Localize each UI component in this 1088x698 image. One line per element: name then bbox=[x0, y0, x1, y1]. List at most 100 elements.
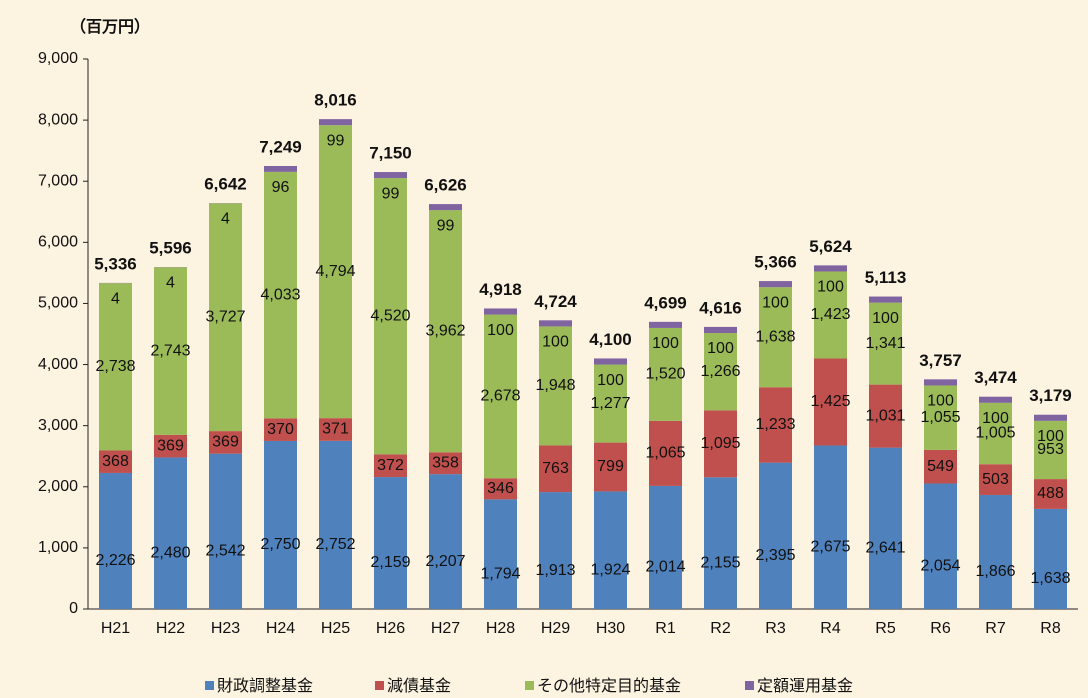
value-label: 369 bbox=[157, 437, 184, 454]
bar-segment bbox=[924, 379, 957, 386]
bar-segment bbox=[429, 204, 462, 211]
value-label: 3,727 bbox=[205, 308, 245, 325]
value-label: 1,065 bbox=[645, 445, 685, 462]
bar-segment bbox=[1034, 479, 1067, 509]
total-label: 6,626 bbox=[424, 176, 467, 195]
x-tick-label: H25 bbox=[321, 620, 350, 637]
bar-segment bbox=[264, 166, 297, 172]
bar-segment bbox=[539, 326, 572, 446]
total-label: 4,100 bbox=[589, 330, 632, 349]
x-tick-label: H23 bbox=[211, 620, 240, 637]
x-tick-label: R2 bbox=[710, 620, 731, 637]
value-label: 1,423 bbox=[810, 306, 850, 323]
x-tick-label: R3 bbox=[765, 620, 786, 637]
bar-segment bbox=[649, 321, 682, 328]
y-tick-label: 0 bbox=[69, 600, 78, 617]
value-label: 953 bbox=[1037, 441, 1064, 458]
total-label: 5,366 bbox=[754, 253, 797, 272]
legend-label: 減債基金 bbox=[387, 677, 451, 695]
value-label: 1,341 bbox=[865, 335, 905, 352]
bar-segment bbox=[99, 450, 132, 473]
value-label: 1,638 bbox=[1030, 570, 1070, 587]
y-tick-label: 6,000 bbox=[38, 234, 78, 251]
bar-segment bbox=[484, 308, 517, 315]
legend-label: 定額運用基金 bbox=[757, 677, 853, 695]
x-tick-label: R8 bbox=[1040, 620, 1061, 637]
x-tick-label: H26 bbox=[376, 620, 405, 637]
value-label: 99 bbox=[327, 132, 345, 149]
value-label: 369 bbox=[212, 434, 239, 451]
bar-segment bbox=[759, 387, 792, 463]
total-label: 3,757 bbox=[919, 351, 962, 370]
value-label: 100 bbox=[707, 340, 734, 357]
bar-segment bbox=[1034, 508, 1067, 609]
value-label: 346 bbox=[487, 480, 514, 497]
value-label: 4,520 bbox=[370, 307, 410, 324]
bar-segment bbox=[374, 454, 407, 478]
value-label: 2,678 bbox=[480, 388, 520, 405]
bar-segment bbox=[979, 494, 1012, 609]
bar-segment bbox=[319, 418, 352, 441]
value-label: 4 bbox=[111, 290, 120, 307]
value-label: 2,675 bbox=[810, 538, 850, 555]
y-tick-label: 9,000 bbox=[38, 50, 78, 67]
bar-segment bbox=[924, 385, 957, 450]
value-label: 1,031 bbox=[865, 407, 905, 424]
bar-segment bbox=[429, 474, 462, 609]
bar-segment bbox=[594, 442, 627, 492]
value-label: 1,948 bbox=[535, 377, 575, 394]
value-label: 1,638 bbox=[755, 328, 795, 345]
bar-segment bbox=[814, 271, 847, 359]
bar-segment bbox=[704, 333, 737, 411]
bar-segment bbox=[814, 358, 847, 446]
value-label: 2,226 bbox=[95, 552, 135, 569]
x-tick-label: H21 bbox=[101, 620, 130, 637]
legend-label: 財政調整基金 bbox=[217, 677, 313, 695]
bar-segment bbox=[264, 440, 297, 609]
value-label: 4,033 bbox=[260, 286, 300, 303]
total-label: 4,616 bbox=[699, 298, 742, 317]
value-label: 2,750 bbox=[260, 536, 300, 553]
total-label: 5,624 bbox=[809, 237, 852, 256]
x-tick-label: R5 bbox=[875, 620, 896, 637]
value-label: 99 bbox=[437, 217, 455, 234]
value-label: 2,054 bbox=[920, 557, 960, 574]
value-label: 371 bbox=[322, 421, 349, 438]
value-label: 2,542 bbox=[205, 543, 245, 560]
bar-segment bbox=[759, 281, 792, 288]
total-label: 7,249 bbox=[259, 137, 302, 156]
bar-segment bbox=[374, 477, 407, 609]
bar-segment bbox=[924, 449, 957, 484]
bar-segment bbox=[649, 420, 682, 486]
value-label: 1,095 bbox=[700, 435, 740, 452]
bar-segment bbox=[99, 472, 132, 609]
value-label: 358 bbox=[432, 454, 459, 471]
bar-segment bbox=[649, 485, 682, 609]
value-label: 1,794 bbox=[480, 565, 520, 582]
total-label: 5,336 bbox=[94, 254, 137, 273]
value-label: 488 bbox=[1037, 485, 1064, 502]
value-label: 99 bbox=[382, 185, 400, 202]
bar-segment bbox=[759, 462, 792, 609]
bar-segment bbox=[484, 314, 517, 479]
bar-segment bbox=[484, 478, 517, 500]
x-tick-label: H30 bbox=[596, 620, 625, 637]
y-tick-label: 8,000 bbox=[38, 111, 78, 128]
bar-segment bbox=[704, 477, 737, 609]
x-tick-label: H24 bbox=[266, 620, 295, 637]
bar-segment bbox=[209, 453, 242, 609]
value-label: 1,520 bbox=[645, 366, 685, 383]
bar-segment bbox=[539, 445, 572, 493]
total-label: 5,596 bbox=[149, 239, 192, 258]
value-label: 503 bbox=[982, 471, 1009, 488]
value-label: 2,752 bbox=[315, 536, 355, 553]
value-label: 2,395 bbox=[755, 547, 795, 564]
y-tick-label: 1,000 bbox=[38, 539, 78, 556]
value-label: 96 bbox=[272, 179, 290, 196]
bar-segment bbox=[154, 267, 187, 435]
bar-segment bbox=[649, 327, 682, 421]
total-label: 4,918 bbox=[479, 280, 522, 299]
value-label: 372 bbox=[377, 457, 404, 474]
value-label: 2,159 bbox=[370, 554, 410, 571]
value-label: 549 bbox=[927, 458, 954, 475]
